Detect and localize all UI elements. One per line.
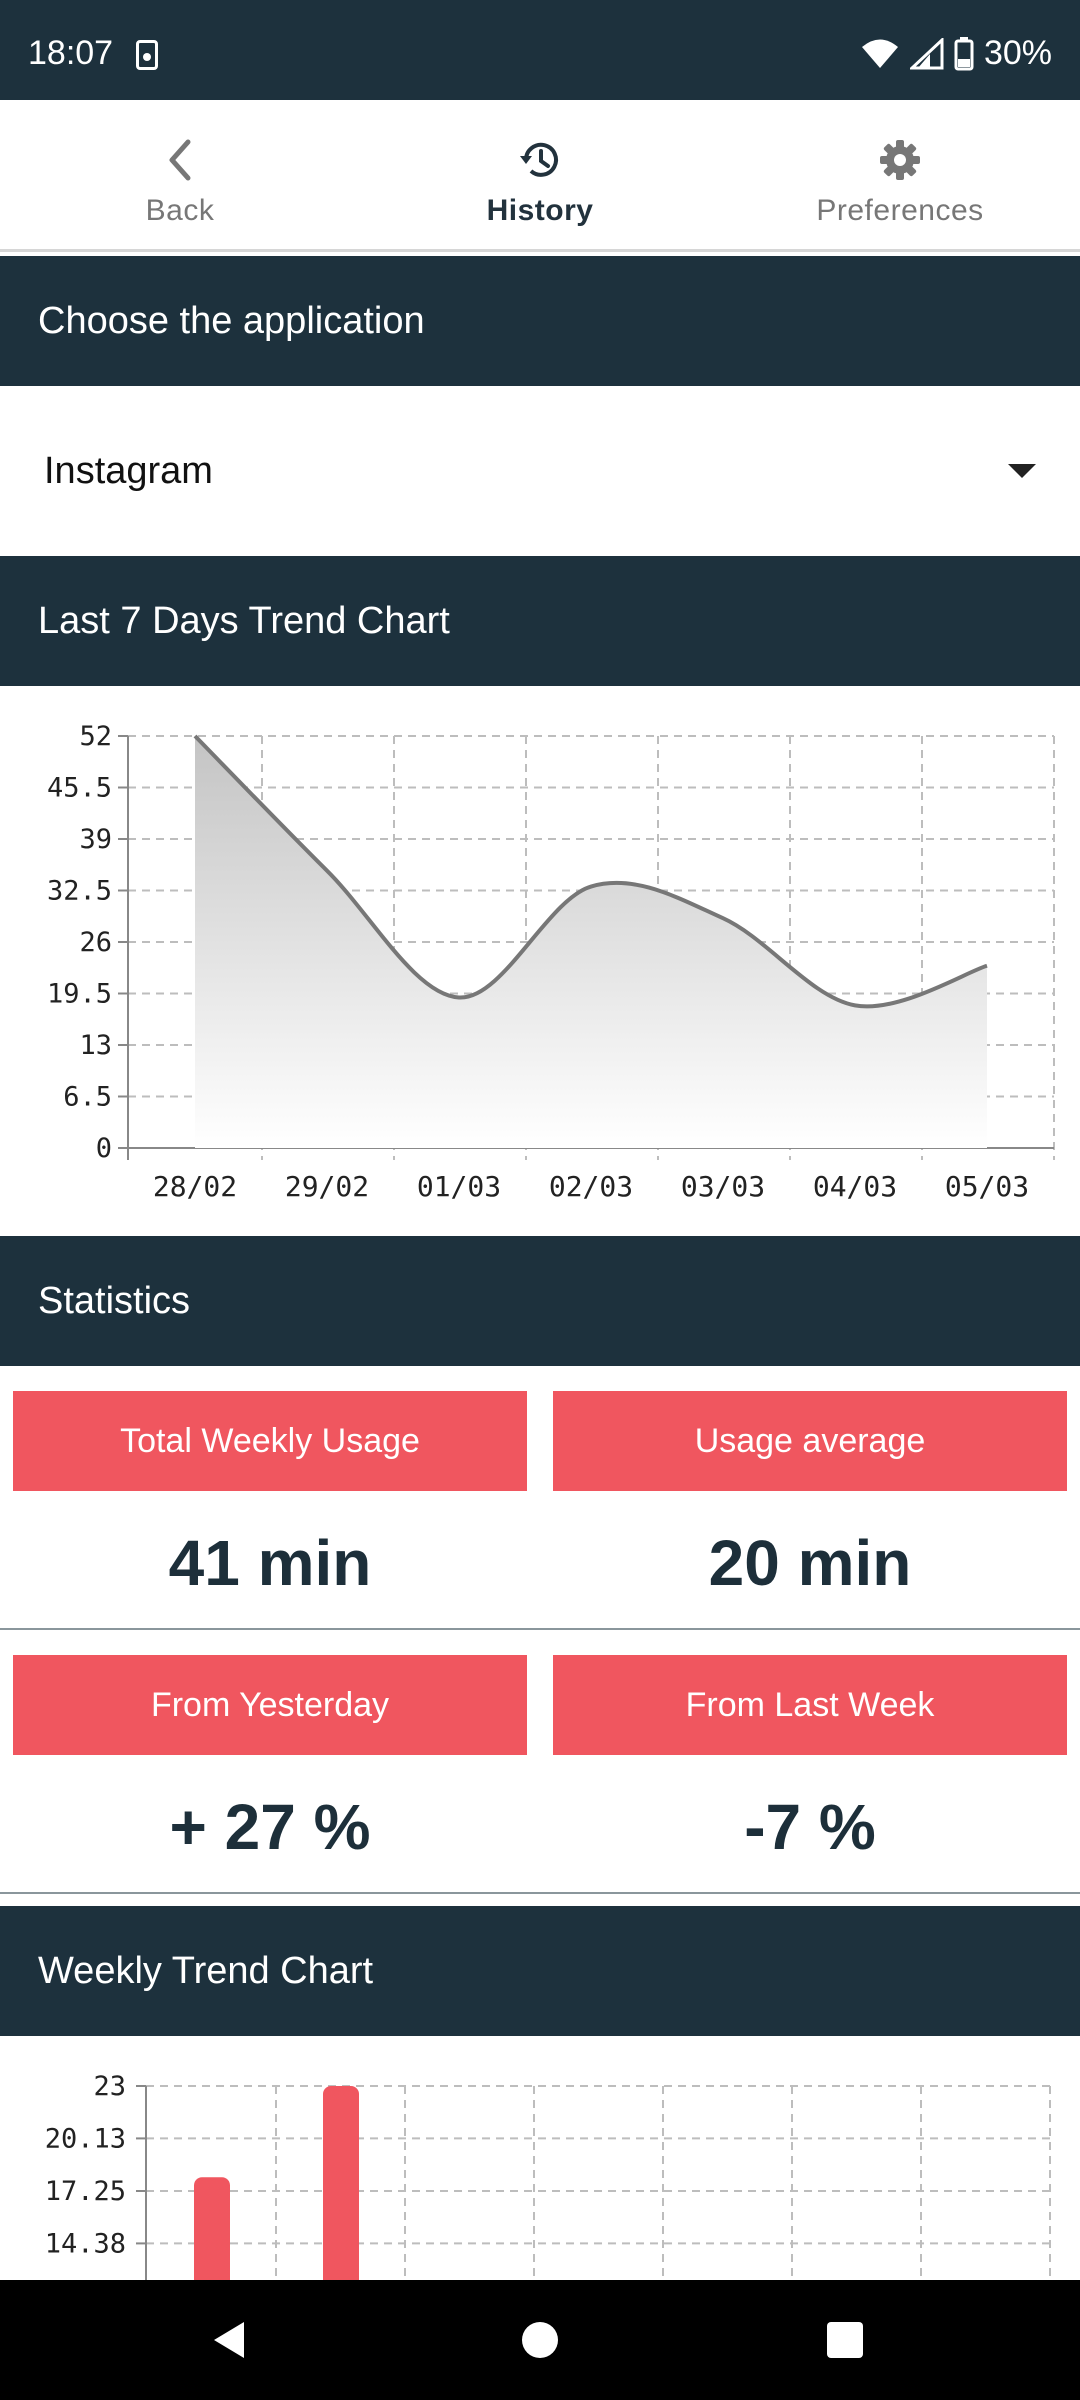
system-back-button[interactable] bbox=[170, 2280, 290, 2400]
from-last-week-label: From Last Week bbox=[553, 1655, 1067, 1755]
statistics-header: Statistics bbox=[0, 1236, 1080, 1366]
weekly-chart-header: Weekly Trend Chart bbox=[0, 1906, 1080, 2036]
y-tick-label: 32.5 bbox=[47, 876, 112, 907]
y-tick-label: 19.5 bbox=[47, 979, 112, 1010]
battery-percent: 30% bbox=[983, 34, 1052, 72]
usage-average-label: Usage average bbox=[553, 1391, 1067, 1491]
choose-app-header: Choose the application bbox=[0, 256, 1080, 386]
history-tab[interactable]: History bbox=[360, 100, 720, 249]
from-yesterday-value: + 27 % bbox=[169, 1791, 371, 1863]
x-tick-label: 03/03 bbox=[681, 1170, 765, 1203]
dropdown-arrow-icon bbox=[1008, 464, 1036, 478]
bar bbox=[194, 2177, 230, 2280]
total-weekly-usage-label: Total Weekly Usage bbox=[13, 1391, 527, 1491]
x-tick-label: 02/03 bbox=[549, 1170, 633, 1203]
usage-average-value: 20 min bbox=[708, 1527, 912, 1599]
y-tick-label: 17.25 bbox=[45, 2176, 126, 2207]
square-recents-icon bbox=[827, 2322, 863, 2358]
x-tick-label: 29/02 bbox=[285, 1170, 369, 1203]
status-indicators: 30% bbox=[860, 34, 1052, 73]
triangle-back-icon bbox=[214, 2322, 244, 2358]
statistics-grid: Total Weekly Usage Usage average 41 min … bbox=[0, 1366, 1080, 1906]
preferences-label: Preferences bbox=[816, 194, 984, 227]
y-tick-label: 0 bbox=[96, 1133, 112, 1164]
selected-application: Instagram bbox=[44, 449, 213, 492]
back-button[interactable]: Back bbox=[0, 100, 360, 249]
system-recents-button[interactable] bbox=[785, 2280, 905, 2400]
divider bbox=[0, 1892, 1080, 1894]
wifi-icon bbox=[861, 39, 898, 68]
weekly-chart-svg: 23 20.13 17.25 14.38 bbox=[45, 2071, 1054, 2280]
trend-chart: 52 45.5 39 32.5 26 19.5 13 6.5 0 28/02 29/02 01/03 0… bbox=[0, 686, 1080, 1236]
y-tick-label: 26 bbox=[79, 927, 112, 958]
y-tick-label: 14.38 bbox=[45, 2228, 126, 2259]
top-navigation: Back History Preference bbox=[0, 100, 1080, 252]
weekly-chart: 23 20.13 17.25 14.38 bbox=[0, 2036, 1080, 2280]
status-bar: 18:07 30% bbox=[0, 0, 1080, 100]
trend-chart-header: Last 7 Days Trend Chart bbox=[0, 556, 1080, 686]
gear-icon bbox=[876, 136, 924, 184]
notification-icon bbox=[136, 40, 158, 70]
history-icon bbox=[516, 136, 564, 184]
total-weekly-usage-value: 41 min bbox=[168, 1527, 372, 1599]
history-label: History bbox=[486, 194, 594, 227]
chevron-left-icon bbox=[156, 136, 204, 184]
x-tick-label: 05/03 bbox=[945, 1170, 1029, 1203]
circle-home-icon bbox=[522, 2322, 558, 2358]
y-tick-label: 23 bbox=[93, 2071, 126, 2102]
y-tick-label: 6.5 bbox=[63, 1082, 112, 1113]
battery-icon bbox=[954, 36, 974, 70]
trend-chart-svg: 52 45.5 39 32.5 26 19.5 13 6.5 0 28/02 29/02 01/03 0… bbox=[47, 721, 1055, 1203]
back-label: Back bbox=[145, 194, 215, 227]
area-fill bbox=[195, 736, 987, 1148]
x-tick-label: 01/03 bbox=[417, 1170, 501, 1203]
from-last-week-value: -7 % bbox=[744, 1791, 876, 1863]
y-tick-label: 20.13 bbox=[45, 2123, 126, 2154]
y-tick-label: 45.5 bbox=[47, 773, 112, 804]
application-dropdown[interactable]: Instagram bbox=[0, 386, 1080, 556]
system-home-button[interactable] bbox=[480, 2280, 600, 2400]
from-yesterday-label: From Yesterday bbox=[13, 1655, 527, 1755]
x-tick-label: 28/02 bbox=[153, 1170, 237, 1203]
status-time: 18:07 bbox=[28, 34, 114, 72]
divider bbox=[0, 1628, 1080, 1630]
x-tick-label: 04/03 bbox=[813, 1170, 897, 1203]
system-navigation-bar bbox=[0, 2280, 1080, 2400]
y-tick-label: 13 bbox=[79, 1030, 112, 1061]
bar bbox=[323, 2086, 359, 2280]
y-tick-label: 39 bbox=[79, 824, 112, 855]
preferences-tab[interactable]: Preferences bbox=[720, 100, 1080, 249]
y-tick-label: 52 bbox=[79, 721, 112, 752]
signal-icon bbox=[909, 37, 944, 69]
